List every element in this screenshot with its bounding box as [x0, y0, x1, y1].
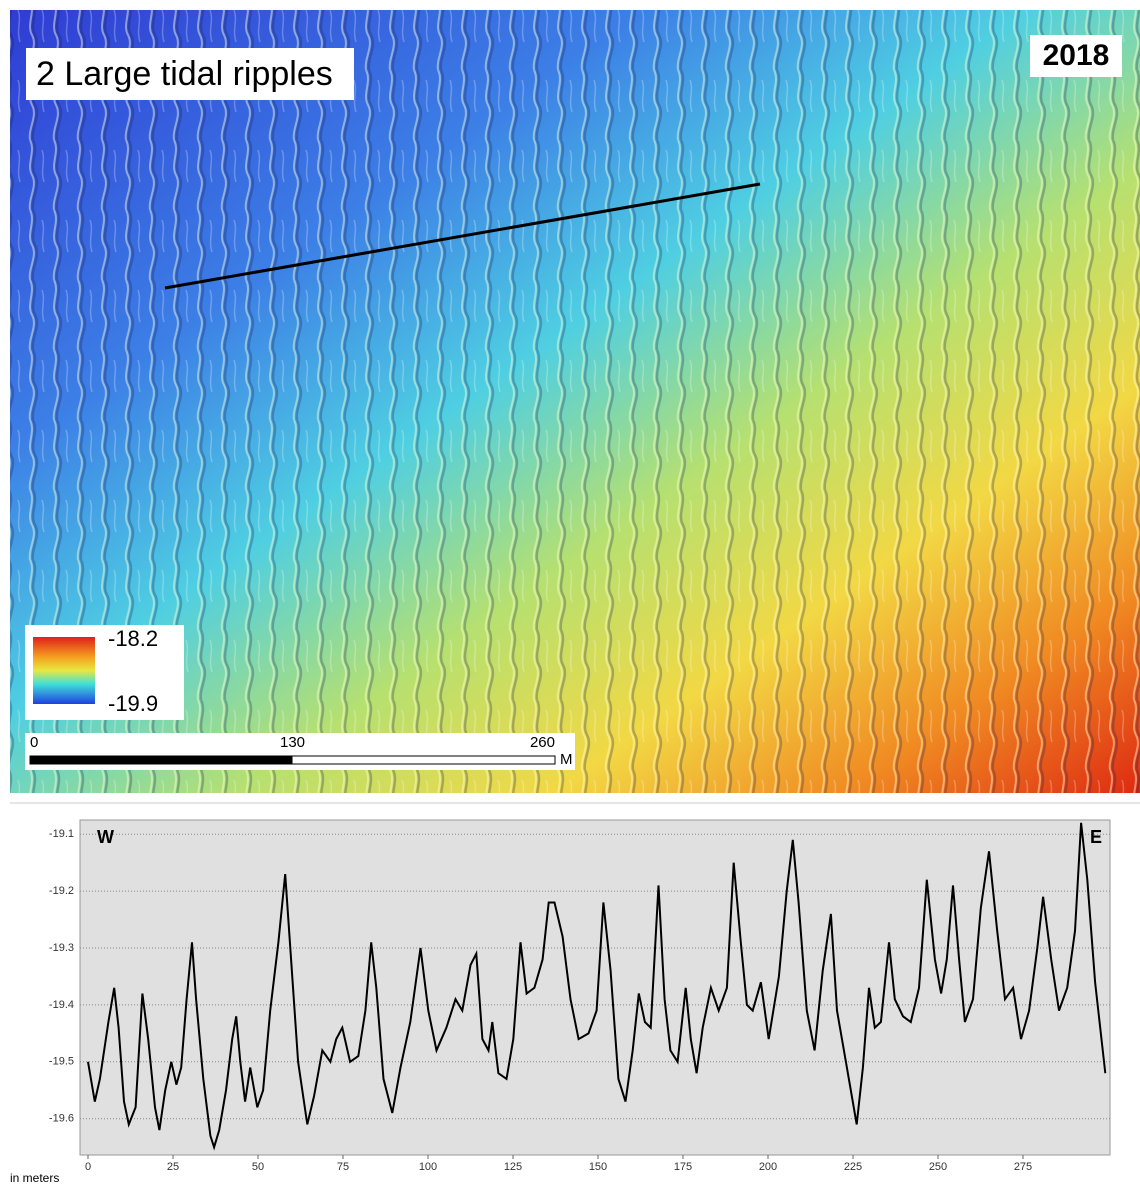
- y-tick-label: -19.5: [49, 1056, 74, 1068]
- y-tick-label: -19.3: [49, 942, 74, 954]
- y-tick-label: -19.4: [49, 999, 74, 1011]
- plot-area: [79, 819, 1111, 1156]
- x-tick-label: 0: [85, 1161, 91, 1173]
- scale-tick-label: 130: [280, 734, 305, 751]
- profile-chart: -19.1 -19.2 -19.3 -19.4 -19.5 -19.6 0 25 50 75 100…: [49, 822, 1110, 1173]
- map-title: 2 Large tidal ripples: [36, 55, 333, 93]
- x-tick-label: 50: [252, 1161, 264, 1173]
- scale-bar: 0 130 260: [29, 734, 556, 765]
- map-texture: [10, 10, 1140, 793]
- x-tick-label: 100: [419, 1161, 437, 1173]
- scale-tick-label: 0: [30, 734, 38, 751]
- scale-bar-fill: [30, 756, 293, 764]
- profile-line: [87, 822, 1107, 1151]
- legend-min: -19.9: [108, 691, 158, 716]
- x-tick-label: 175: [674, 1161, 692, 1173]
- map: 2 Large tidal ripples 2018 -18.2 -19.9 0…: [10, 10, 1140, 793]
- profile-line: [164, 182, 761, 290]
- y-tick-label: -19.6: [49, 1113, 74, 1125]
- y-tick-label: -19.2: [49, 885, 74, 897]
- x-tick-label: 275: [1014, 1161, 1032, 1173]
- year-label: 2018: [1043, 39, 1110, 72]
- scale-unit: M: [560, 751, 573, 768]
- year-box: [1030, 35, 1122, 77]
- x-tick-label: 125: [504, 1161, 522, 1173]
- x-tick-label: 25: [167, 1161, 179, 1173]
- title-box: [26, 48, 354, 100]
- x-tick-label: 250: [929, 1161, 947, 1173]
- y-tick-label: -19.1: [49, 828, 74, 840]
- x-tick-label: 225: [844, 1161, 862, 1173]
- color-bar: [33, 637, 95, 704]
- x-tick-label: 150: [589, 1161, 607, 1173]
- scale-tick-label: 260: [530, 734, 555, 751]
- annotation-east: E: [1090, 827, 1102, 847]
- legend-max: -18.2: [108, 626, 158, 651]
- x-tick-label: 75: [337, 1161, 349, 1173]
- annotation-west: W: [97, 827, 114, 847]
- y-unit-label: in meters: [10, 1171, 59, 1185]
- x-tick-label: 200: [759, 1161, 777, 1173]
